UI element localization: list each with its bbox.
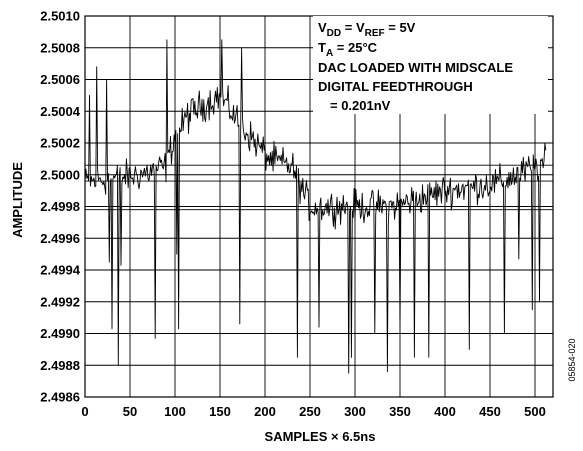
x-tick-label: 500 xyxy=(524,404,546,419)
annotation-line-ta: TA = 25°C xyxy=(318,40,378,59)
y-tick-labels: 2.4986 2.4988 2.4990 2.4992 2.4994 2.4996 2.49… xyxy=(40,9,81,405)
annotation-line-vdd: VDD = VREF = 5V xyxy=(318,20,416,39)
annotation-line-value: = 0.201nV xyxy=(330,98,391,113)
annotation-line-feedthrough: DIGITAL FEEDTHROUGH xyxy=(318,79,473,94)
x-tick-label: 450 xyxy=(479,404,501,419)
x-axis-title: SAMPLES × 6.5ns xyxy=(265,429,376,444)
reference-lines xyxy=(85,164,553,211)
x-tick-label: 350 xyxy=(389,404,411,419)
y-tick-label: 2.4988 xyxy=(40,358,80,373)
x-tick-label: 400 xyxy=(434,404,456,419)
y-tick-label: 2.5000 xyxy=(40,167,80,182)
signal-trace xyxy=(84,39,547,374)
y-axis-title: AMPLITUDE xyxy=(10,162,25,238)
x-tick-label: 300 xyxy=(344,404,366,419)
y-tick-label: 2.4986 xyxy=(40,390,80,405)
x-tick-labels: 0 50 100 150 200 250 300 350 400 450 500 xyxy=(81,404,545,419)
x-tick-label: 150 xyxy=(209,404,231,419)
y-tick-label: 2.4996 xyxy=(40,231,80,246)
x-tick-label: 100 xyxy=(164,404,186,419)
annotation-box: VDD = VREF = 5V TA = 25°C DAC LOADED WIT… xyxy=(313,16,548,114)
y-tick-label: 2.4992 xyxy=(40,294,80,309)
y-tick-label: 2.5008 xyxy=(40,40,80,55)
figure-code: 05854-020 xyxy=(567,338,577,381)
x-tick-label: 250 xyxy=(299,404,321,419)
y-tick-label: 2.5004 xyxy=(40,104,81,119)
y-tick-label: 2.5010 xyxy=(40,9,80,24)
y-tick-label: 2.5006 xyxy=(40,72,80,87)
y-tick-label: 2.4998 xyxy=(40,199,80,214)
annotation-line-dac: DAC LOADED WITH MIDSCALE xyxy=(318,60,513,75)
x-tick-label: 0 xyxy=(81,404,88,419)
annotation-background xyxy=(313,16,548,114)
y-tick-label: 2.4990 xyxy=(40,326,80,341)
x-tick-label: 200 xyxy=(254,404,276,419)
x-tick-label: 50 xyxy=(123,404,137,419)
series-line xyxy=(84,39,547,374)
y-tick-label: 2.5002 xyxy=(40,136,80,151)
y-tick-label: 2.4994 xyxy=(40,263,81,278)
